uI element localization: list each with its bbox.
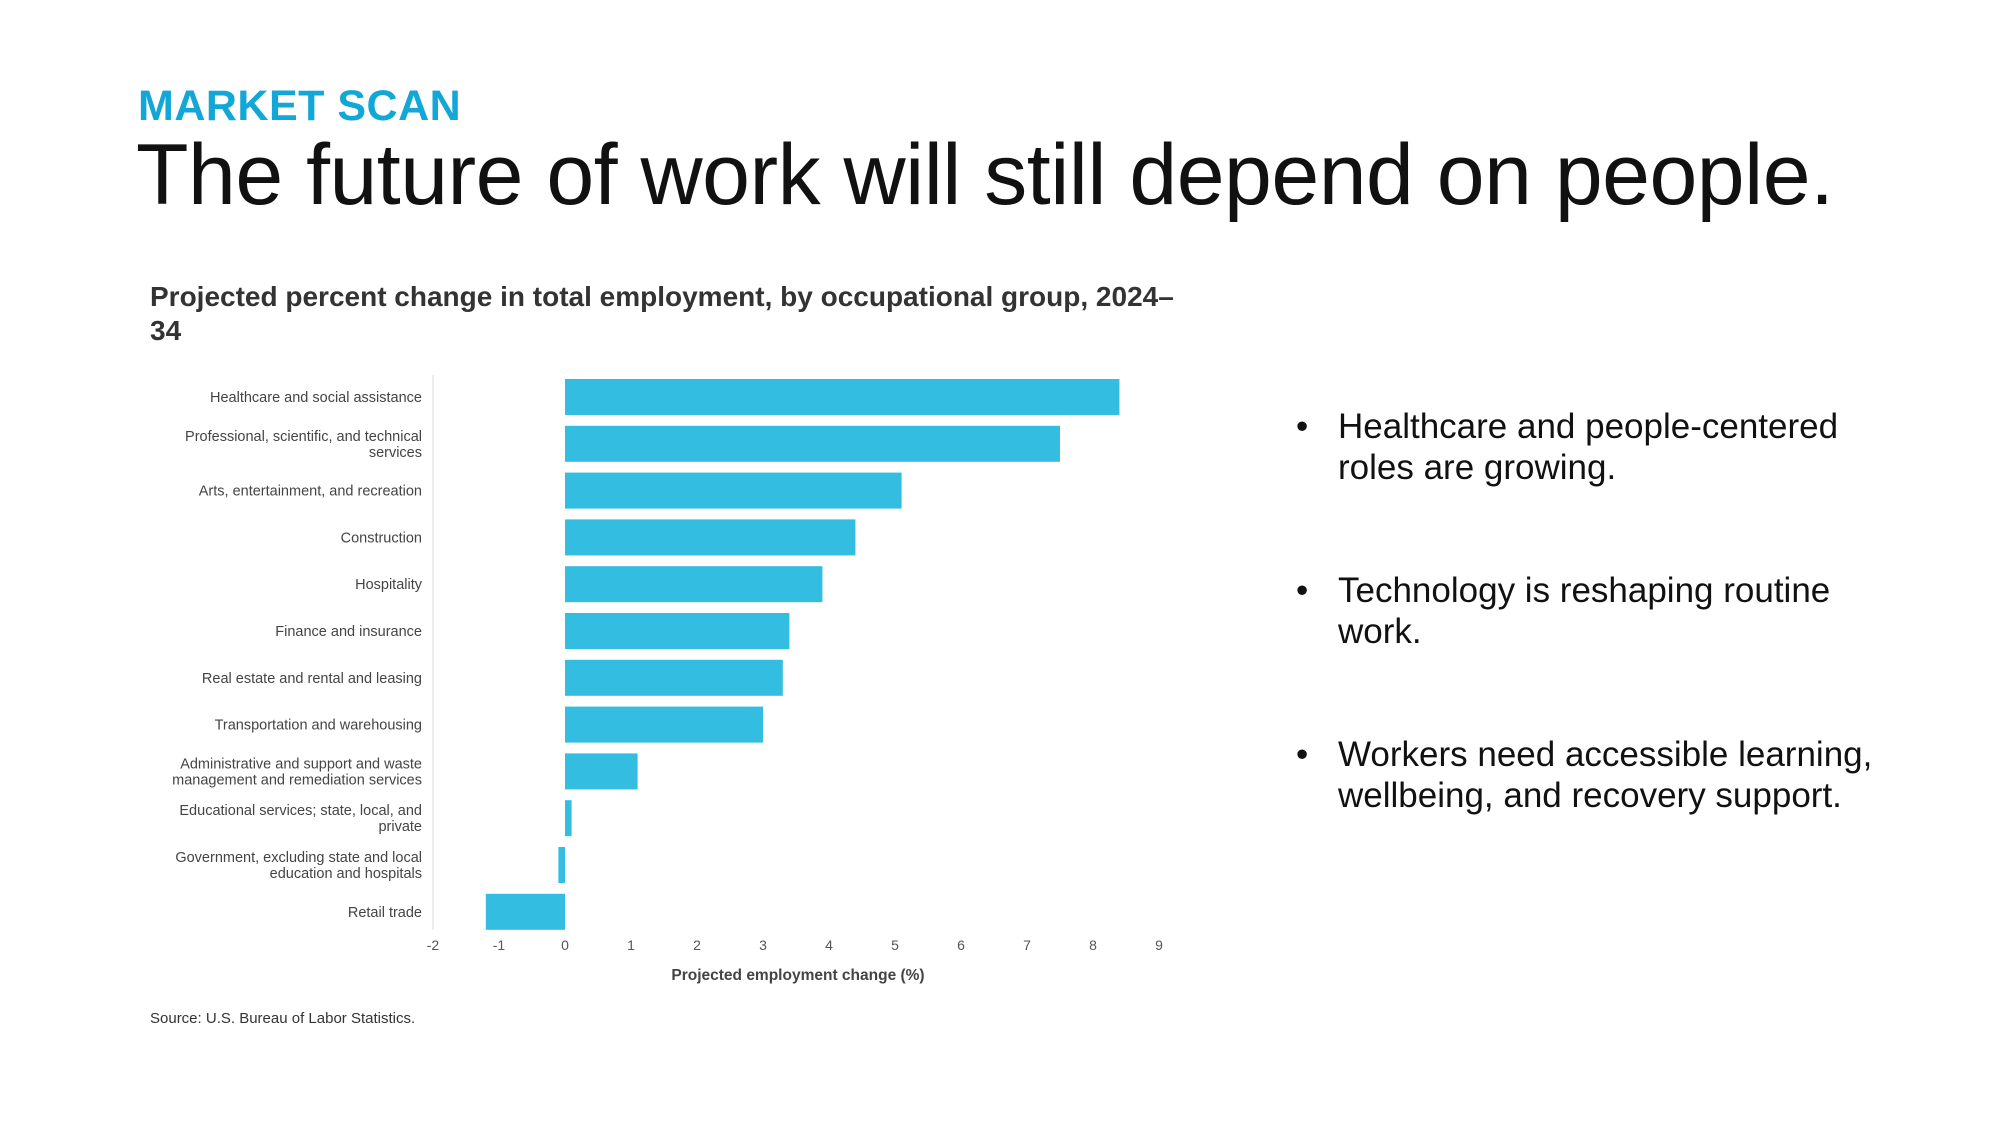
- category-label: Hospitality: [355, 577, 423, 593]
- bar: [565, 379, 1120, 415]
- x-axis-label: Projected employment change (%): [671, 967, 924, 984]
- bar: [565, 659, 783, 696]
- category-label: Administrative and support and waste: [180, 756, 422, 772]
- page-title: The future of work will still depend on …: [136, 127, 1834, 223]
- category-label: Transportation and warehousing: [215, 718, 422, 734]
- section-kicker: MARKET SCAN: [138, 82, 462, 130]
- bar: [565, 800, 572, 837]
- bullet-dot-icon: •: [1296, 735, 1309, 774]
- x-tick-label: -2: [427, 937, 440, 953]
- category-label: Retail trade: [348, 905, 422, 921]
- x-tick-label: 6: [957, 937, 965, 953]
- x-tick-label: 7: [1023, 937, 1031, 953]
- category-label: Educational services; state, local, and: [179, 803, 422, 819]
- bar: [565, 519, 856, 556]
- x-tick-label: 4: [825, 937, 833, 953]
- x-axis: -2 -1 0 1 2 3 4 5 6 7 8 9 Projected employment chang…: [427, 375, 1163, 984]
- x-tick-label: 2: [693, 937, 701, 953]
- x-tick-label: 3: [759, 937, 767, 953]
- bullet-dot-icon: •: [1296, 571, 1309, 610]
- bullet-item: • Healthcare and people-centered roles ar…: [1296, 406, 1916, 488]
- x-tick-label: 8: [1089, 937, 1097, 953]
- bar: [565, 613, 790, 649]
- bars-layer: [485, 379, 1120, 930]
- category-label: Government, excluding state and local: [175, 850, 422, 866]
- bar: [565, 472, 902, 509]
- bar: [558, 847, 565, 883]
- bar: [565, 425, 1060, 462]
- x-tick-label: 5: [891, 937, 899, 953]
- bullet-text: Workers need accessible learning, wellbe…: [1338, 735, 1873, 815]
- category-label: education and hospitals: [270, 866, 422, 882]
- bullet-text: Technology is reshaping routine work.: [1338, 571, 1831, 651]
- category-label: Healthcare and social assistance: [210, 390, 422, 406]
- category-label: Real estate and rental and leasing: [202, 671, 422, 687]
- category-label: Finance and insurance: [275, 624, 422, 640]
- x-tick-label: 9: [1155, 937, 1163, 953]
- source-note: Source: U.S. Bureau of Labor Statistics.: [150, 1010, 416, 1027]
- bullet-item: • Technology is reshaping routine work.: [1296, 570, 1916, 652]
- bar: [565, 706, 763, 743]
- x-tick-label: 0: [561, 937, 569, 953]
- bullet-dot-icon: •: [1296, 407, 1309, 446]
- category-label: Arts, entertainment, and recreation: [199, 484, 422, 500]
- category-label: services: [369, 445, 422, 461]
- category-label: Professional, scientific, and technical: [185, 429, 422, 445]
- bullet-text: Healthcare and people-centered roles are…: [1338, 407, 1839, 487]
- category-label: management and remediation services: [172, 772, 422, 788]
- bar: [565, 566, 823, 603]
- bar: [565, 753, 638, 790]
- bullet-item: • Workers need accessible learning, wellb…: [1296, 734, 1916, 816]
- category-label: private: [378, 819, 422, 835]
- x-tick-label: -1: [493, 937, 506, 953]
- bar: [485, 893, 565, 930]
- chart-title: Projected percent change in total employ…: [150, 281, 1174, 346]
- x-tick-label: 1: [627, 937, 635, 953]
- category-labels: Healthcare and social assistance Professi…: [172, 390, 423, 921]
- category-label: Construction: [341, 530, 422, 546]
- key-points-list: • Healthcare and people-centered roles ar…: [1296, 406, 1916, 898]
